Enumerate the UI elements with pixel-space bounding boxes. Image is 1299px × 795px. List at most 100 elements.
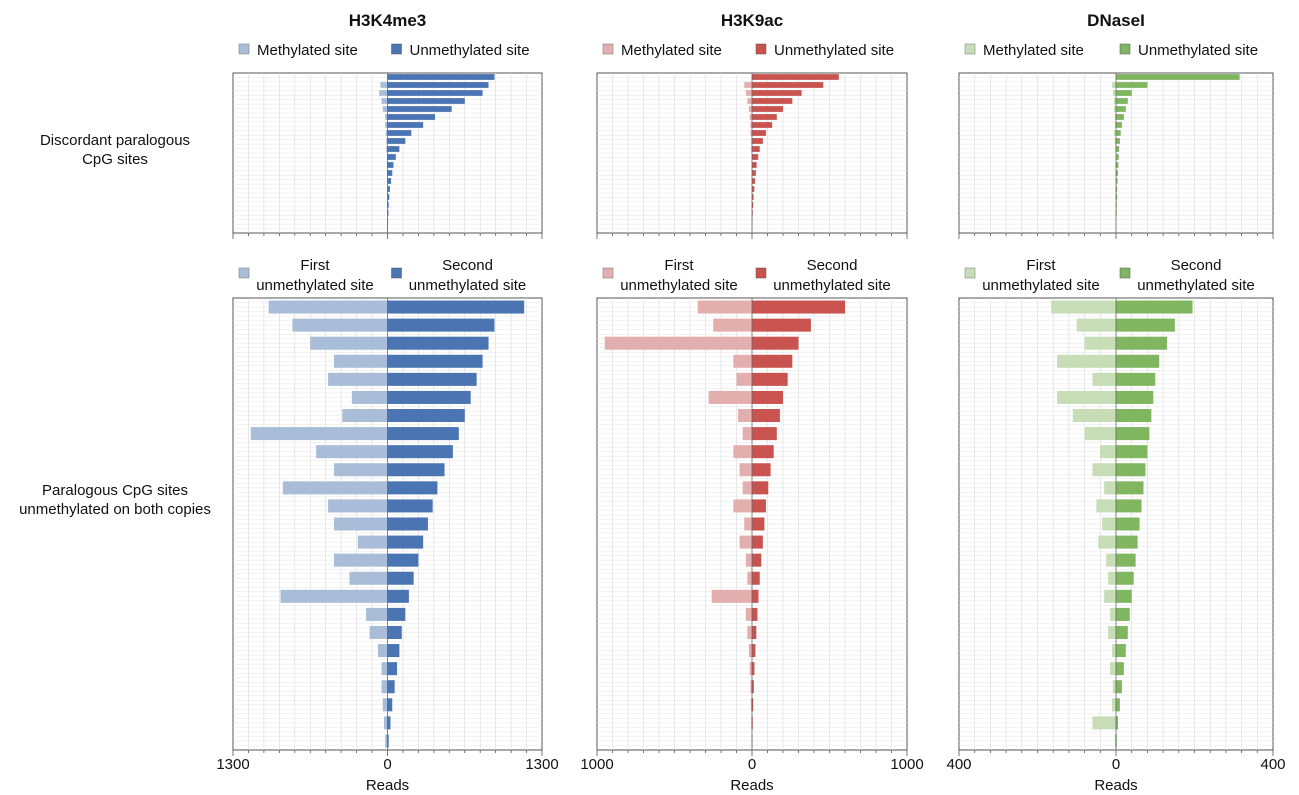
bar-dnasei-1-right-3 xyxy=(1116,354,1160,368)
bar-h3k4me3-1-left-22 xyxy=(382,698,388,712)
bar-h3k9ac-0-right-1 xyxy=(752,82,824,88)
legend-swatch-top-left-h3k4me3 xyxy=(238,43,250,55)
tick-label-left-dnasei: 400 xyxy=(946,756,971,773)
bar-h3k9ac-0-left-2 xyxy=(745,90,752,96)
bar-h3k4me3-1-right-19 xyxy=(387,644,400,658)
legend-label-bottom-right-line2-h3k9ac: unmethylated site xyxy=(773,277,891,294)
bar-dnasei-1-right-7 xyxy=(1116,427,1150,441)
bar-dnasei-0-right-12 xyxy=(1116,170,1118,176)
bar-dnasei-0-right-1 xyxy=(1116,82,1148,88)
panel-title-h3k4me3: H3K4me3 xyxy=(349,11,427,30)
bar-h3k9ac-1-left-4 xyxy=(736,372,752,386)
bar-dnasei-0-right-6 xyxy=(1116,122,1122,128)
bar-h3k4me3-1-left-9 xyxy=(334,463,388,477)
bar-dnasei-1-left-16 xyxy=(1104,589,1116,603)
bar-dnasei-1-left-10 xyxy=(1104,481,1116,495)
bar-h3k9ac-0-left-5 xyxy=(749,114,752,120)
bar-h3k4me3-1-right-7 xyxy=(387,427,459,441)
bar-h3k9ac-0-left-1 xyxy=(744,82,752,88)
bar-h3k9ac-1-left-8 xyxy=(733,445,752,459)
bar-h3k4me3-1-right-11 xyxy=(387,499,433,513)
tick-label-zero-h3k4me3: 0 xyxy=(383,756,391,773)
bar-h3k9ac-1-left-3 xyxy=(733,354,752,368)
bar-dnasei-1-right-1 xyxy=(1116,318,1175,332)
legend-label-top-right-h3k4me3: Unmethylated site xyxy=(410,42,530,59)
bar-dnasei-1-left-6 xyxy=(1072,409,1116,423)
bar-dnasei-1-left-0 xyxy=(1051,300,1116,314)
bar-h3k4me3-1-left-21 xyxy=(381,680,388,694)
bar-dnasei-0-right-2 xyxy=(1116,90,1132,96)
bar-h3k9ac-1-right-2 xyxy=(752,336,799,350)
bar-h3k4me3-1-left-18 xyxy=(369,625,388,639)
bar-h3k4me3-1-right-2 xyxy=(387,336,489,350)
tick-label-zero-h3k9ac: 0 xyxy=(748,756,756,773)
legend-swatch-top-right-h3k4me3 xyxy=(391,43,402,55)
bar-dnasei-1-right-14 xyxy=(1116,553,1136,567)
bar-h3k9ac-0-right-13 xyxy=(752,178,756,184)
bar-h3k4me3-1-left-4 xyxy=(328,372,388,386)
legend-swatch-top-right-dnasei xyxy=(1119,43,1131,55)
bar-h3k4me3-1-left-19 xyxy=(377,644,388,658)
bar-dnasei-1-left-22 xyxy=(1112,698,1116,712)
legend-label-bottom-left-line1-dnasei: First xyxy=(1026,257,1056,274)
bar-h3k4me3-0-right-15 xyxy=(387,194,390,200)
bar-h3k9ac-1-right-20 xyxy=(752,662,755,676)
bar-h3k9ac-0-right-0 xyxy=(752,74,839,80)
bar-h3k4me3-1-left-5 xyxy=(351,390,388,404)
bar-h3k9ac-1-left-12 xyxy=(744,517,752,531)
bar-h3k9ac-1-right-12 xyxy=(752,517,765,531)
legend-label-top-left-dnasei: Methylated site xyxy=(983,42,1084,59)
bar-dnasei-1-right-17 xyxy=(1116,607,1130,621)
bar-dnasei-1-right-11 xyxy=(1116,499,1142,513)
legend-swatch-top-left-dnasei xyxy=(964,43,976,55)
tick-label-left-h3k9ac: 1000 xyxy=(580,756,613,773)
bar-dnasei-1-right-8 xyxy=(1116,445,1148,459)
bar-h3k4me3-1-right-13 xyxy=(387,535,424,549)
bar-h3k4me3-0-right-16 xyxy=(387,202,389,208)
row-label-top-line2: CpG sites xyxy=(82,151,148,168)
bar-h3k4me3-1-right-1 xyxy=(387,318,495,332)
bar-h3k9ac-1-right-3 xyxy=(752,354,793,368)
legend-label-top-right-h3k9ac: Unmethylated site xyxy=(774,42,894,59)
bar-h3k9ac-0-right-8 xyxy=(752,138,763,144)
legend-swatch-bottom-right-dnasei xyxy=(1119,267,1131,279)
legend-label-bottom-right-line2-dnasei: unmethylated site xyxy=(1137,277,1255,294)
bar-h3k9ac-0-right-15 xyxy=(752,194,754,200)
bar-h3k9ac-1-right-19 xyxy=(752,644,756,658)
tick-label-right-h3k4me3: 1300 xyxy=(525,756,558,773)
bar-dnasei-0-left-2 xyxy=(1112,90,1116,96)
bar-dnasei-1-left-24 xyxy=(1114,734,1116,748)
bar-h3k4me3-1-left-14 xyxy=(334,553,388,567)
bar-h3k9ac-1-left-7 xyxy=(742,427,752,441)
bar-dnasei-0-left-5 xyxy=(1114,114,1116,120)
bar-h3k9ac-1-left-17 xyxy=(745,607,752,621)
bar-dnasei-1-left-7 xyxy=(1084,427,1116,441)
legend-label-bottom-right-line1-h3k9ac: Second xyxy=(807,257,858,274)
legend-swatch-top-right-h3k9ac xyxy=(755,43,767,55)
bar-h3k9ac-1-right-11 xyxy=(752,499,766,513)
bar-h3k9ac-1-right-16 xyxy=(752,589,759,603)
bar-h3k4me3-0-right-0 xyxy=(387,74,495,80)
bar-h3k4me3-1-right-14 xyxy=(387,553,419,567)
bar-dnasei-1-left-13 xyxy=(1098,535,1116,549)
bar-h3k4me3-1-right-17 xyxy=(387,607,406,621)
legend-label-top-left-h3k4me3: Methylated site xyxy=(257,42,358,59)
bar-h3k9ac-1-left-0 xyxy=(697,300,752,314)
bar-h3k9ac-0-right-10 xyxy=(752,154,759,160)
bar-h3k9ac-1-left-18 xyxy=(747,625,752,639)
bar-h3k9ac-1-left-21 xyxy=(750,680,752,694)
bar-h3k4me3-0-right-2 xyxy=(387,90,483,96)
tick-label-right-h3k9ac: 1000 xyxy=(890,756,923,773)
bar-dnasei-0-right-15 xyxy=(1116,194,1118,200)
bar-dnasei-1-right-16 xyxy=(1116,589,1132,603)
bar-h3k4me3-1-right-18 xyxy=(387,625,402,639)
bar-dnasei-0-left-1 xyxy=(1112,82,1116,88)
bar-h3k4me3-0-left-1 xyxy=(380,82,388,88)
bar-dnasei-1-left-5 xyxy=(1057,390,1116,404)
bar-h3k4me3-1-right-0 xyxy=(387,300,525,314)
bar-h3k9ac-0-right-4 xyxy=(752,106,783,112)
bar-h3k4me3-0-left-2 xyxy=(379,90,388,96)
bar-dnasei-1-right-18 xyxy=(1116,625,1128,639)
bar-h3k9ac-1-right-8 xyxy=(752,445,774,459)
bar-h3k9ac-1-left-19 xyxy=(748,644,752,658)
